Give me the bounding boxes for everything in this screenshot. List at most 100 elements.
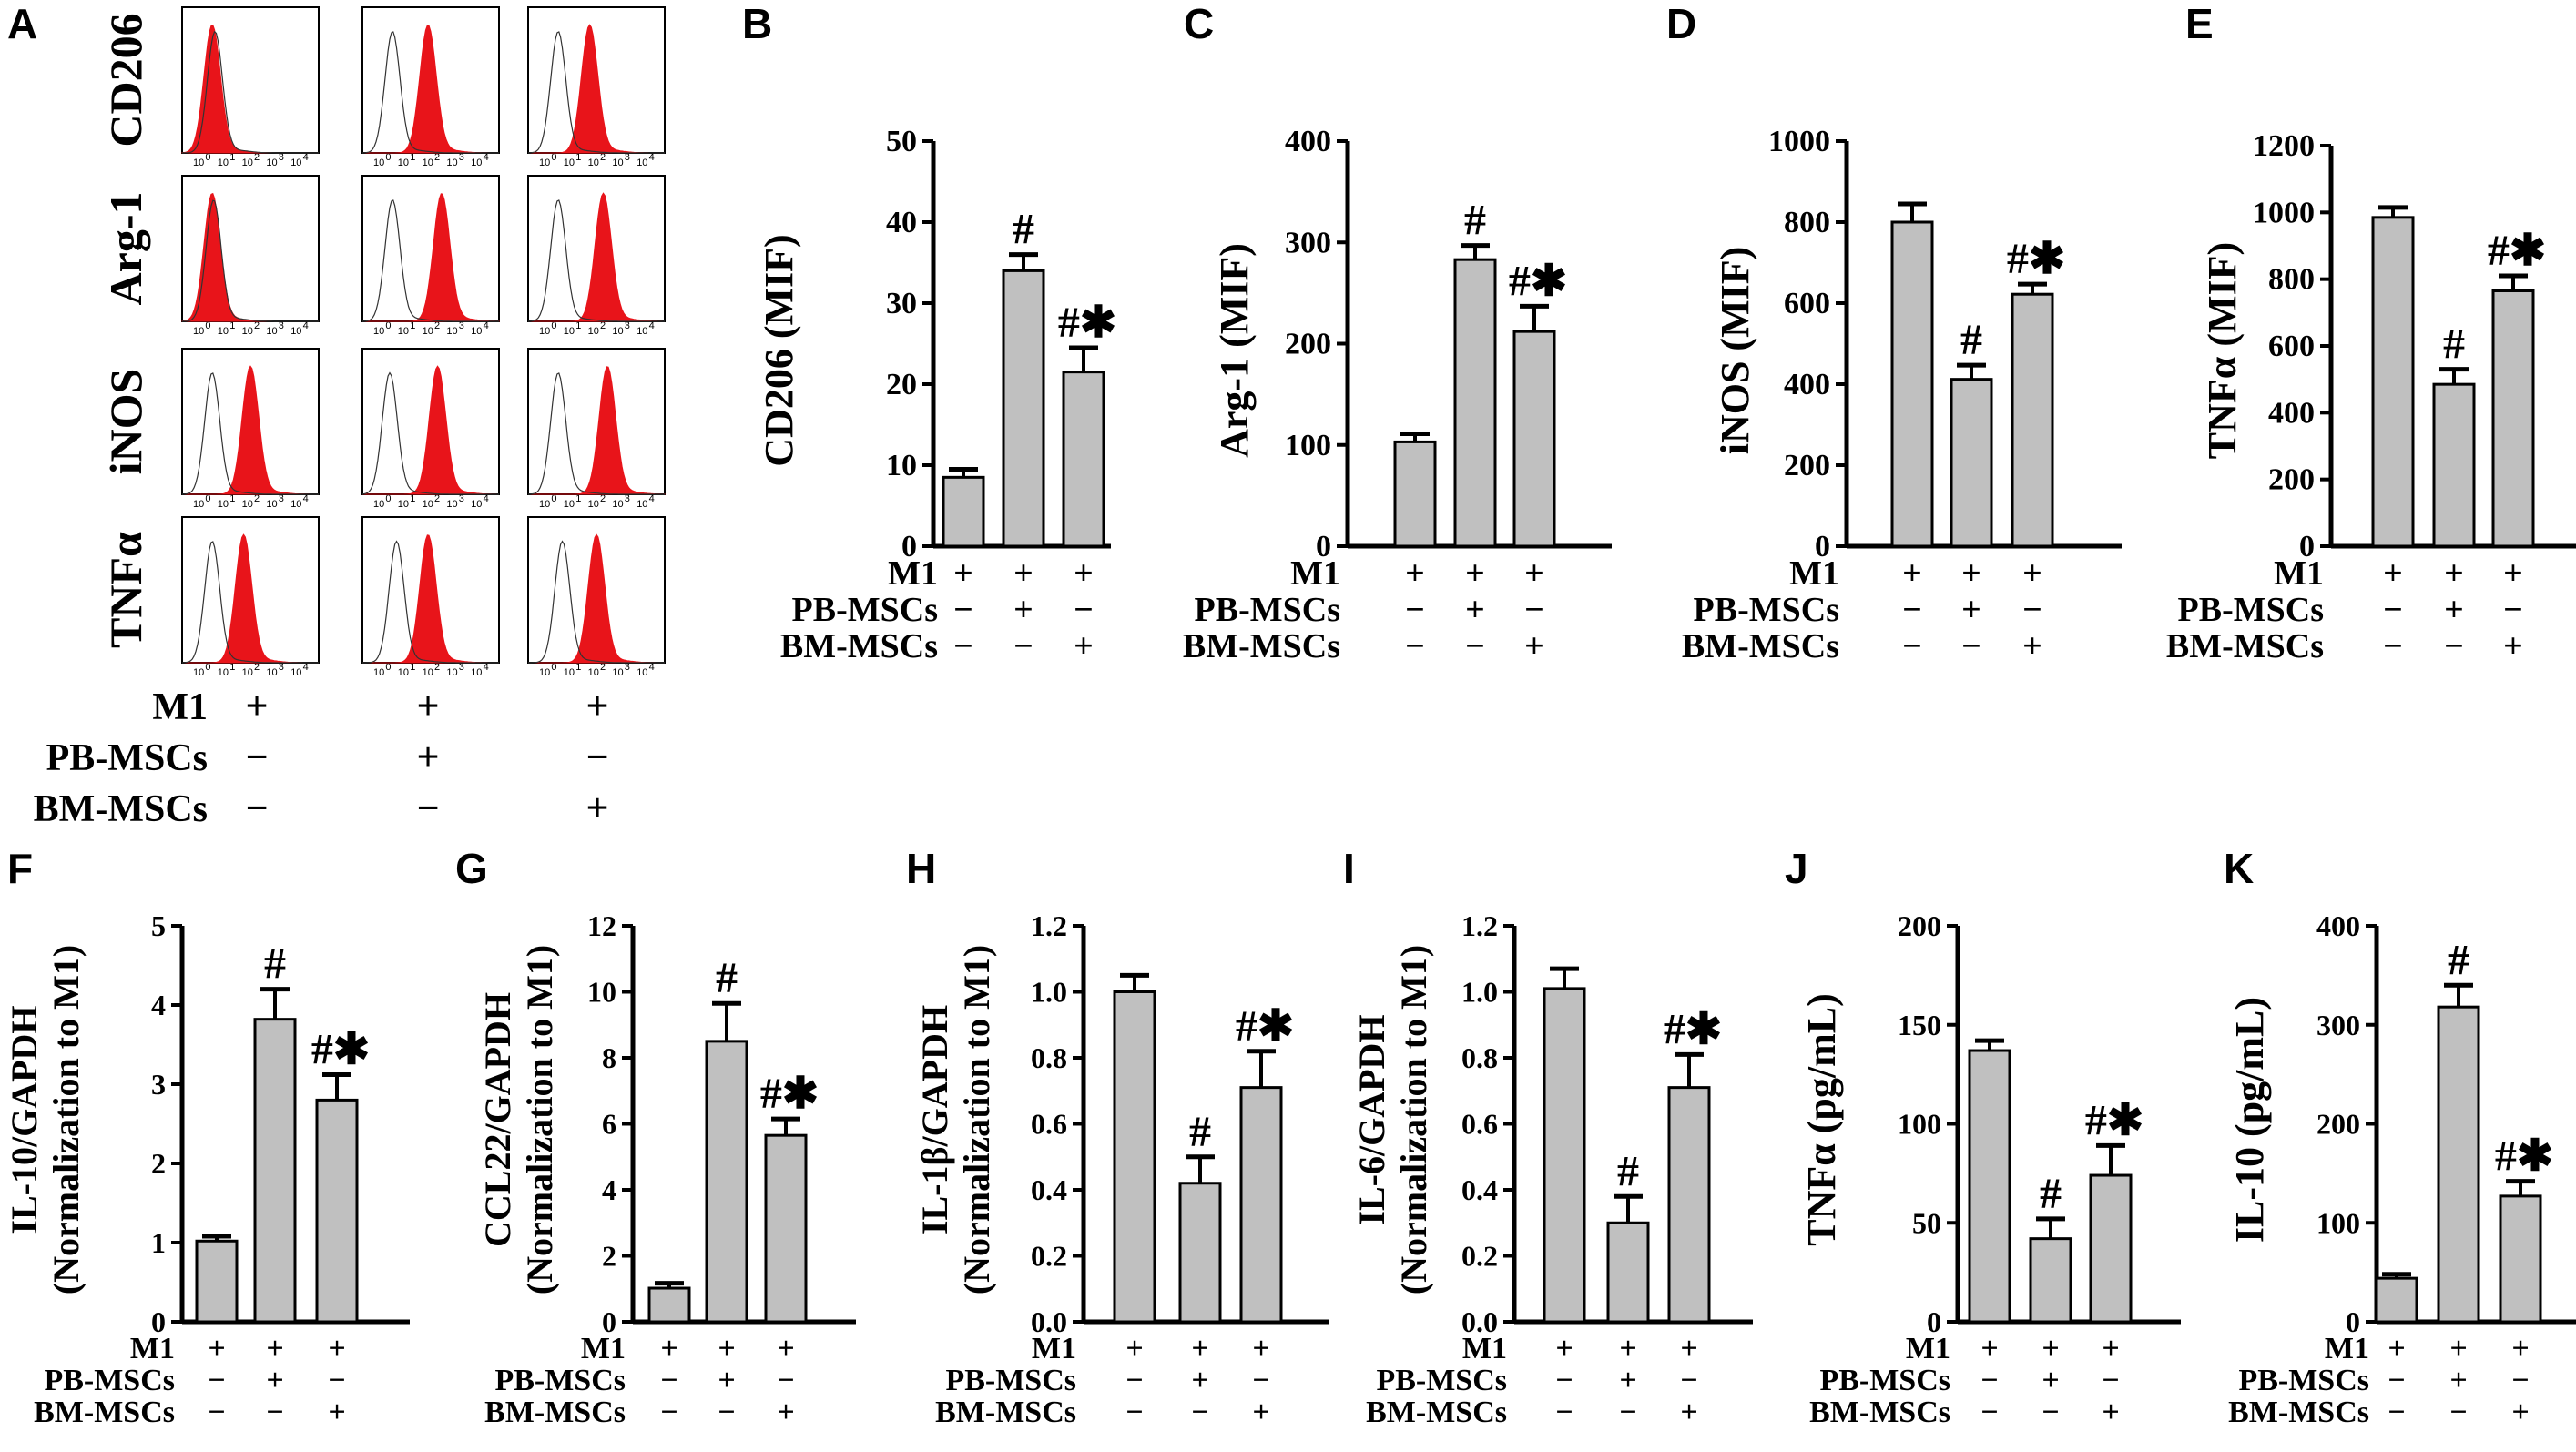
flow-axis-tick: 2	[434, 493, 440, 504]
flow-axis-tick: 2	[434, 662, 440, 673]
flow-axis-tick: 10	[588, 667, 599, 678]
flow-axis-tick: 4	[484, 152, 489, 163]
flow-axis-tick: 1	[410, 493, 415, 504]
bar	[1062, 371, 1105, 548]
flow-axis-tick: 10	[398, 667, 409, 678]
flow-axis-tick: 1	[229, 662, 235, 673]
y-tick-label: 0	[2346, 1305, 2360, 1338]
flow-axis-tick: 3	[279, 662, 284, 673]
group-sign: +	[1961, 554, 1981, 593]
group-sign: +	[2444, 554, 2464, 593]
y-tick-label: 0.8	[1461, 1041, 1498, 1074]
flow-axis-tick: 10	[612, 499, 623, 510]
group-label: BM-MSCs	[2166, 627, 2324, 665]
y-tick-label: 600	[1784, 287, 1830, 320]
bar	[2499, 1194, 2542, 1324]
bar	[2029, 1237, 2072, 1324]
significance-mark: #	[1189, 1108, 1211, 1156]
panel-letter-f: F	[7, 845, 33, 892]
flow-axis-tick: 0	[205, 152, 210, 163]
group-label: M1	[2325, 1332, 2369, 1366]
svg-text:CD206: CD206	[100, 13, 151, 147]
bar	[1453, 258, 1497, 548]
group-sign: +	[208, 1332, 225, 1366]
flow-axis-tick: 10	[193, 499, 204, 510]
panel-letter-k: K	[2224, 845, 2254, 892]
group-label: BM-MSCs	[935, 1396, 1076, 1429]
flow-axis-tick: 10	[636, 157, 647, 168]
group-sign: −	[2383, 591, 2403, 629]
group-sign: −	[1619, 1396, 1636, 1429]
group-sign: −	[1961, 627, 1981, 665]
y-tick-label: 200	[1898, 909, 1941, 942]
group-sign: −	[1465, 627, 1485, 665]
bar	[1002, 269, 1045, 548]
flow-axis-tick: 3	[279, 320, 284, 331]
bar	[1950, 378, 1993, 548]
panel-letter-h: H	[906, 845, 936, 892]
flow-axis-tick: 10	[612, 326, 623, 337]
y-tick-label: 800	[2268, 263, 2315, 297]
flow-axis-tick: 10	[242, 326, 253, 337]
flow-axis-tick: 2	[254, 493, 260, 504]
flow-axis-tick: 10	[398, 326, 409, 337]
y-label-line1: IL-10/GAPDH	[4, 1005, 45, 1234]
flow-axis-tick: 0	[205, 320, 210, 331]
y-label-line1: IL-1β/GAPDH	[914, 1005, 955, 1234]
significance-mark: #	[1617, 1147, 1639, 1195]
y-tick-label: 200	[1784, 449, 1830, 482]
flow-axis-tick: 3	[625, 662, 630, 673]
group-sign: −	[1074, 591, 1094, 629]
group-sign: −	[1125, 1396, 1143, 1429]
group-sign: +	[2383, 554, 2403, 593]
y-tick-label: 12	[587, 909, 616, 942]
group-sign: +	[2503, 627, 2523, 665]
y-tick-label: 0.0	[1031, 1305, 1067, 1338]
flow-axis-tick: 10	[218, 157, 229, 168]
significance-mark: #✱	[760, 1070, 819, 1118]
panel-a-group-sign: −	[245, 735, 268, 779]
y-tick-label: 10	[886, 449, 917, 482]
y-label: CD206 (MIF)	[757, 234, 801, 466]
y-tick-label: 0	[151, 1305, 166, 1338]
y-tick-label: 300	[2316, 1009, 2360, 1041]
y-axis-title: CD206 (MIF)	[757, 234, 801, 466]
panel-a-group-sign: −	[585, 735, 608, 779]
flow-axis-tick: 1	[575, 152, 581, 163]
y-axis-title: iNOS (MIF)	[1713, 247, 1757, 455]
group-sign: +	[2388, 1332, 2405, 1366]
group-sign: −	[2102, 1364, 2119, 1397]
flow-axis-tick: 10	[266, 157, 277, 168]
group-sign: +	[2022, 627, 2042, 665]
stained-histogram	[362, 193, 500, 322]
group-sign: +	[718, 1332, 735, 1366]
isotype-histogram	[527, 372, 665, 495]
group-label: PB-MSCs	[2238, 1364, 2369, 1397]
significance-mark: #✱	[2488, 227, 2546, 275]
group-sign: +	[1680, 1332, 1697, 1366]
y-axis-title: IL-1β/GAPDH (Normalization to M1)	[914, 945, 997, 1295]
flow-axis-tick: 1	[410, 662, 415, 673]
y-tick-label: 50	[1912, 1206, 1941, 1239]
panel-a-group-label: M1	[152, 686, 208, 728]
group-label: PB-MSCs	[1195, 591, 1340, 629]
chart-i: I 0.0 0.2 0.4 0.6 0.8 1.0 1.2 IL-6/GAPDH (Normali…	[1343, 845, 1753, 1429]
y-tick-label: 0	[901, 530, 917, 564]
group-sign: −	[718, 1396, 735, 1429]
bar	[1178, 1182, 1222, 1324]
y-tick-label: 2	[151, 1147, 166, 1180]
flow-axis-tick: 1	[575, 493, 581, 504]
isotype-histogram	[528, 540, 665, 664]
y-label: TNFα (pg/mL)	[1799, 993, 1844, 1246]
group-sign: +	[1405, 554, 1425, 593]
group-sign: −	[2041, 1396, 2059, 1429]
flow-axis-tick: 10	[564, 326, 575, 337]
group-sign: −	[1405, 627, 1425, 665]
group-sign: +	[2041, 1364, 2059, 1397]
group-sign: +	[2449, 1364, 2467, 1397]
y-tick-label: 0.8	[1031, 1041, 1067, 1074]
y-tick-label: 400	[2268, 396, 2315, 430]
bar	[1512, 330, 1556, 548]
bar	[1239, 1086, 1283, 1324]
